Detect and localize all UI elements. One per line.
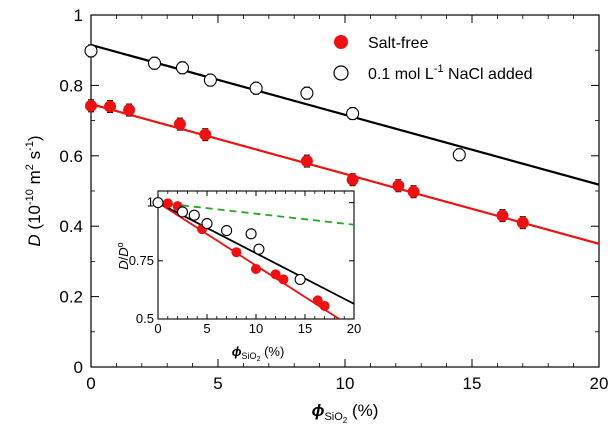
inset-y-tick-label: 1 xyxy=(147,195,154,210)
inset-y-tick-label: 0.5 xyxy=(136,311,154,326)
inset-point-nacl xyxy=(201,218,213,230)
main-point-salt-free xyxy=(300,155,313,168)
inset-y-tick-label: 0.75 xyxy=(129,253,154,268)
inset-point-nacl xyxy=(294,273,306,285)
main-point-nacl xyxy=(203,73,217,87)
inset-point-nacl xyxy=(176,206,189,218)
inset-point-salt-free xyxy=(251,263,261,274)
main-point-salt-free xyxy=(104,100,117,113)
legend-label-nacl: 0.1 mol L-1 NaCl added xyxy=(368,63,533,83)
inset-fit-line-2 xyxy=(158,201,354,226)
inset-point-salt-free xyxy=(278,274,289,285)
x-axis-title: ϕSiO2 (%) xyxy=(312,401,379,425)
inset-axis-ticks: 0 5 10 15 20 0.5 0.75 1 xyxy=(129,191,361,336)
main-point-salt-free xyxy=(496,209,509,222)
inset-point-nacl xyxy=(188,209,200,221)
inset-point-nacl xyxy=(152,197,164,209)
inset-x-tick-label: 10 xyxy=(249,321,263,336)
main-y-tick-label: 1 xyxy=(74,6,83,25)
inset-point-salt-free xyxy=(319,300,330,311)
inset-x-tick-label: 20 xyxy=(347,321,361,336)
main-point-salt-free xyxy=(199,128,212,141)
inset-point-salt-free xyxy=(270,269,281,280)
main-fit-line-1 xyxy=(91,43,599,186)
main-x-tick-label: 20 xyxy=(590,374,609,393)
main-y-tick-label: 0.6 xyxy=(59,147,83,166)
main-point-salt-free xyxy=(173,118,186,131)
inset-x-axis-title: ϕSiO2 (%) xyxy=(232,344,285,363)
main-x-tick-label: 15 xyxy=(463,374,482,393)
inset-chart: 0 5 10 15 20 0.5 0.75 1 D/Do ϕSiO2 (%) xyxy=(115,190,361,363)
main-point-salt-free xyxy=(516,216,529,229)
main-point-salt-free xyxy=(85,99,97,112)
y-axis-title: D (10-10 m2 s-1) xyxy=(24,135,44,246)
inset-point-nacl xyxy=(253,243,265,255)
main-x-tick-label: 0 xyxy=(86,374,95,393)
main-point-nacl xyxy=(147,56,162,70)
main-point-salt-free xyxy=(346,173,359,186)
legend: Salt-free 0.1 mol L-1 NaCl added xyxy=(333,35,533,83)
main-y-tick-label: 0 xyxy=(74,358,83,377)
main-point-salt-free xyxy=(123,104,136,117)
inset-point-nacl xyxy=(221,225,233,237)
inset-x-tick-label: 5 xyxy=(203,321,210,336)
main-point-salt-free xyxy=(392,179,405,192)
inset-x-tick-label: 15 xyxy=(298,321,312,336)
main-point-nacl xyxy=(249,81,263,95)
main-point-nacl xyxy=(175,61,189,75)
main-point-salt-free xyxy=(407,185,420,198)
main-x-tick-label: 10 xyxy=(336,374,355,393)
inset-point-nacl xyxy=(245,228,257,240)
main-point-nacl xyxy=(346,107,360,121)
inset-point-salt-free xyxy=(312,295,323,306)
inset-point-salt-free xyxy=(231,247,242,258)
legend-marker-nacl xyxy=(333,65,349,81)
main-y-tick-label: 0.8 xyxy=(59,76,83,95)
inset-fit-line-0 xyxy=(158,201,340,319)
inset-x-tick-label: 0 xyxy=(154,321,161,336)
main-data-points xyxy=(84,44,529,230)
main-x-tick-label: 5 xyxy=(213,374,222,393)
inset-y-axis-title: D/Do xyxy=(115,242,131,269)
main-y-tick-label: 0.4 xyxy=(59,217,83,236)
legend-marker-salt-free xyxy=(334,35,348,49)
main-point-nacl xyxy=(84,44,98,58)
inset-point-salt-free xyxy=(162,198,173,209)
main-point-nacl xyxy=(300,86,314,100)
main-y-tick-label: 0.2 xyxy=(59,288,83,307)
main-point-nacl xyxy=(452,148,466,162)
inset-data-points xyxy=(152,197,330,311)
legend-label-salt-free: Salt-free xyxy=(368,35,429,52)
